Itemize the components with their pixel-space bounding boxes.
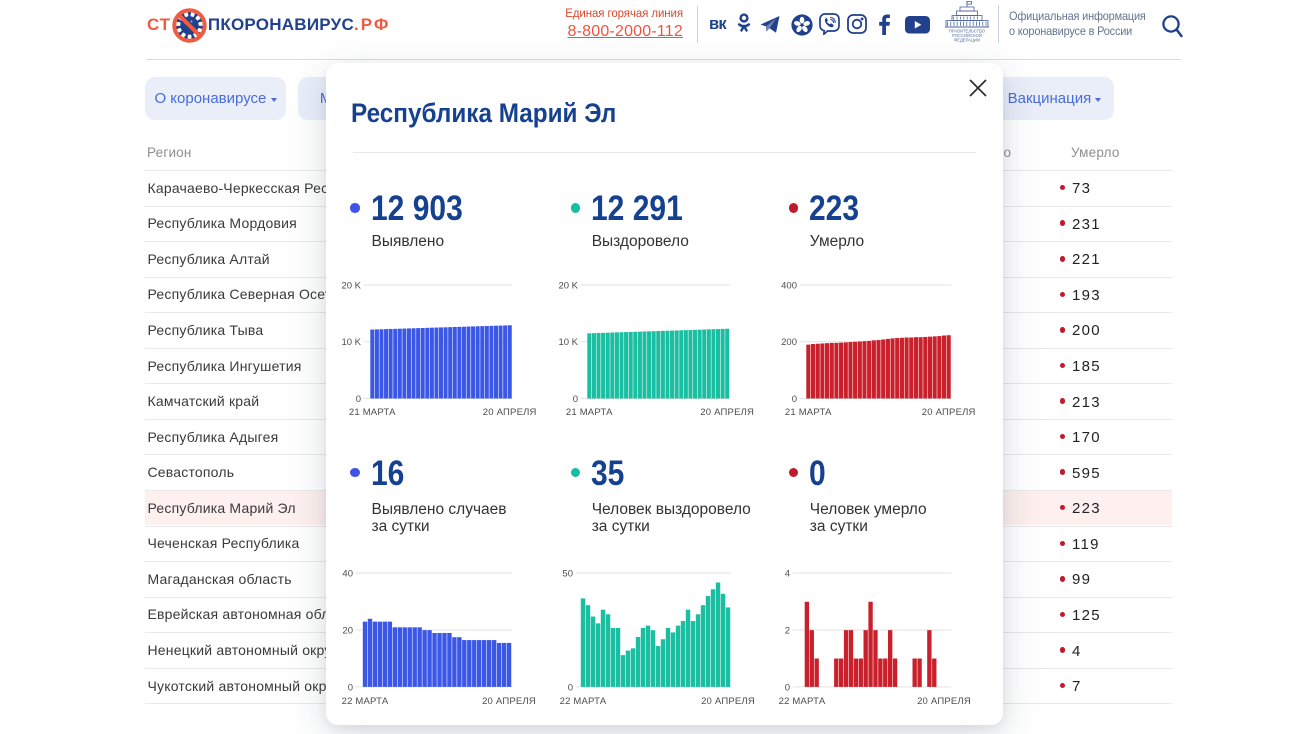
- svg-text:21 МАРТА: 21 МАРТА: [348, 406, 395, 417]
- svg-text:РОССИЙСКОЙ: РОССИЙСКОЙ: [952, 33, 982, 38]
- svg-text:10 K: 10 K: [341, 337, 361, 348]
- svg-text:2: 2: [784, 625, 789, 636]
- svg-text:0: 0: [791, 393, 796, 404]
- svg-text:20 АПРЕЛЯ: 20 АПРЕЛЯ: [700, 406, 754, 417]
- svg-text:400: 400: [781, 280, 797, 291]
- svg-text:22 МАРТА: 22 МАРТА: [778, 695, 825, 706]
- svg-text:10 K: 10 K: [558, 337, 578, 348]
- svg-text:0: 0: [784, 682, 789, 693]
- svg-text:20: 20: [342, 625, 353, 636]
- svg-text:ФЕДЕРАЦИИ: ФЕДЕРАЦИИ: [954, 37, 980, 42]
- svg-text:50: 50: [562, 568, 573, 579]
- svg-text:ПРАВИТЕЛЬСТВО: ПРАВИТЕЛЬСТВО: [949, 29, 986, 34]
- svg-text:20 АПРЕЛЯ: 20 АПРЕЛЯ: [701, 695, 755, 706]
- svg-text:40: 40: [342, 568, 353, 579]
- svg-text:0: 0: [355, 393, 360, 404]
- svg-text:0: 0: [573, 393, 578, 404]
- svg-text:4: 4: [784, 568, 789, 579]
- svg-text:20 K: 20 K: [341, 280, 361, 291]
- svg-text:21 МАРТА: 21 МАРТА: [784, 406, 831, 417]
- svg-text:0: 0: [568, 682, 573, 693]
- svg-text:22 МАРТА: 22 МАРТА: [560, 695, 607, 706]
- svg-text:20 АПРЕЛЯ: 20 АПРЕЛЯ: [921, 406, 975, 417]
- svg-text:20 K: 20 K: [558, 280, 578, 291]
- svg-text:20 АПРЕЛЯ: 20 АПРЕЛЯ: [917, 695, 971, 706]
- svg-text:200: 200: [781, 337, 797, 348]
- svg-text:20 АПРЕЛЯ: 20 АПРЕЛЯ: [482, 695, 536, 706]
- svg-text:21 МАРТА: 21 МАРТА: [566, 406, 613, 417]
- svg-text:0: 0: [347, 682, 352, 693]
- svg-text:20 АПРЕЛЯ: 20 АПРЕЛЯ: [482, 406, 536, 417]
- svg-text:22 МАРТА: 22 МАРТА: [341, 695, 388, 706]
